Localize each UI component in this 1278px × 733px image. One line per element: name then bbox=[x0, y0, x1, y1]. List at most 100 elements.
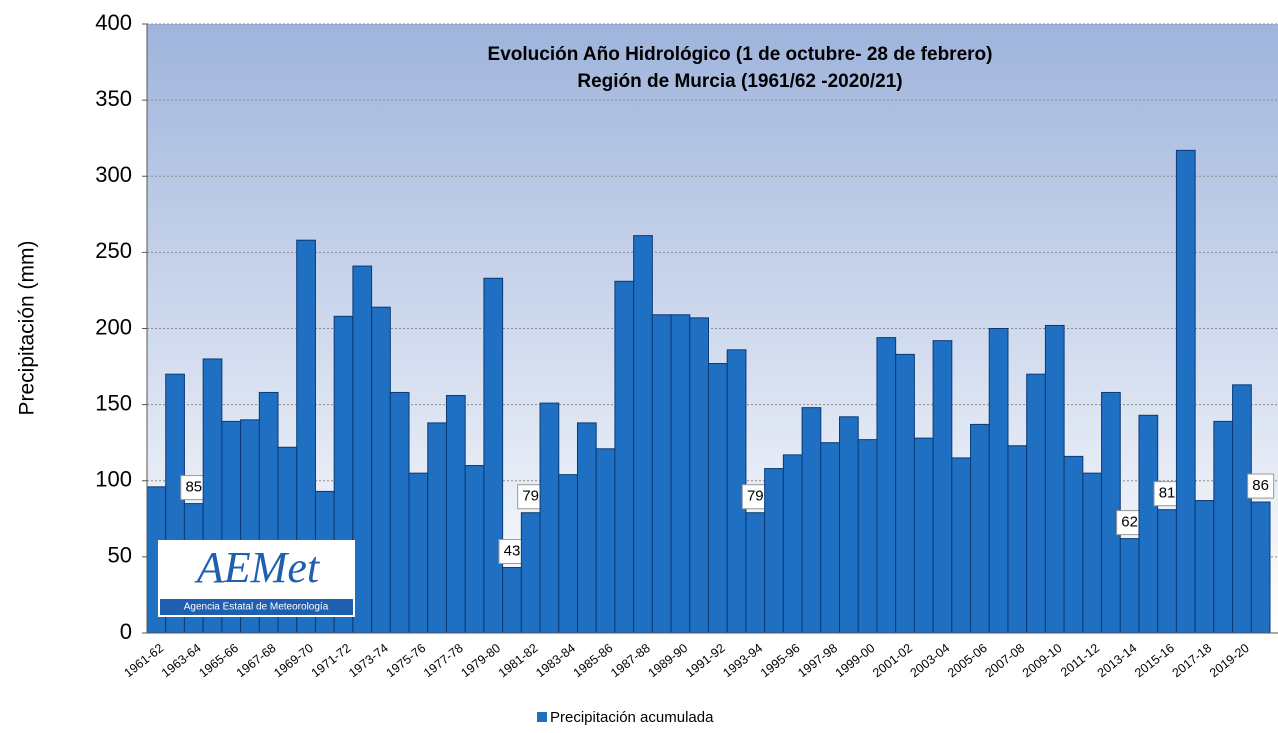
bar bbox=[782, 454, 803, 634]
value-label-box bbox=[741, 484, 769, 510]
y-tick-label: 400 bbox=[95, 10, 132, 35]
bar bbox=[670, 314, 691, 634]
bar bbox=[1007, 445, 1028, 634]
x-tick-label: 2013-14 bbox=[1095, 641, 1140, 680]
x-tick-label: 1979-80 bbox=[458, 641, 503, 680]
value-label: 86 bbox=[1252, 477, 1269, 494]
logo: AEMet Agencia Estatal de Meteorología bbox=[158, 540, 355, 617]
y-tick-label: 200 bbox=[95, 314, 132, 339]
bar bbox=[895, 353, 915, 634]
x-tick-label: 1989-90 bbox=[646, 641, 691, 680]
y-tick-label: 300 bbox=[95, 162, 132, 187]
x-tick-label: 2001-02 bbox=[870, 641, 915, 680]
bar bbox=[464, 465, 485, 634]
bar bbox=[970, 423, 990, 634]
bar bbox=[708, 363, 728, 634]
bar bbox=[539, 402, 560, 634]
x-tick-label: 1967-68 bbox=[234, 641, 279, 680]
x-tick-label: 1983-84 bbox=[533, 641, 578, 680]
bar bbox=[857, 439, 878, 634]
y-tick-label: 150 bbox=[95, 390, 132, 415]
x-tick-label: 2005-06 bbox=[945, 641, 990, 680]
x-tick-label: 2007-08 bbox=[982, 641, 1027, 680]
logo-text: AEMet bbox=[194, 543, 321, 592]
x-tick-label: 1987-88 bbox=[608, 641, 653, 680]
y-axis-label: Precipitación (mm) bbox=[16, 240, 39, 415]
y-tick-label: 0 bbox=[120, 619, 132, 644]
bar bbox=[614, 280, 635, 634]
bar bbox=[764, 468, 784, 634]
x-tick-label: 2017-18 bbox=[1170, 641, 1215, 680]
bar bbox=[820, 442, 841, 634]
y-tick-label: 250 bbox=[95, 238, 132, 263]
bar bbox=[1157, 509, 1177, 634]
bar bbox=[558, 474, 578, 634]
bar bbox=[1250, 501, 1271, 634]
bar bbox=[1119, 538, 1140, 634]
x-tick-label: 1981-82 bbox=[496, 641, 541, 680]
bar bbox=[502, 567, 522, 634]
bar bbox=[408, 472, 429, 634]
x-tick-label: 1999-00 bbox=[833, 641, 878, 680]
value-label: 43 bbox=[504, 543, 521, 560]
bar bbox=[913, 437, 934, 634]
bar bbox=[1138, 414, 1159, 634]
chart-title: Evolución Año Hidrológico (1 de octubre-… bbox=[488, 44, 993, 65]
bar bbox=[1194, 500, 1215, 634]
x-tick-label: 2009-10 bbox=[1020, 641, 1065, 680]
x-tick-label: 1969-70 bbox=[271, 641, 316, 680]
bar bbox=[371, 306, 391, 634]
bar bbox=[932, 340, 953, 634]
bar bbox=[520, 512, 541, 634]
x-tick-label: 1965-66 bbox=[196, 641, 241, 680]
value-label: 79 bbox=[522, 488, 539, 505]
x-tick-label: 2019-20 bbox=[1207, 641, 1252, 680]
bar bbox=[745, 512, 766, 634]
legend: Precipitación acumulada bbox=[537, 709, 714, 726]
x-tick-label: 1975-76 bbox=[383, 641, 428, 680]
bar bbox=[689, 317, 709, 634]
value-label-box bbox=[180, 475, 208, 501]
x-tick-label: 1963-64 bbox=[159, 641, 204, 680]
x-tick-label: 1985-86 bbox=[571, 641, 616, 680]
x-tick-label: 1997-98 bbox=[795, 641, 840, 680]
x-tick-label: 1993-94 bbox=[720, 641, 765, 680]
x-tick-label: 1973-74 bbox=[346, 641, 391, 680]
x-tick-label: 1995-96 bbox=[758, 641, 803, 680]
bar bbox=[1063, 455, 1084, 634]
x-tick-label: 1971-72 bbox=[309, 641, 354, 680]
bar bbox=[839, 416, 859, 634]
bar bbox=[651, 314, 672, 634]
bar bbox=[1232, 384, 1252, 634]
bar bbox=[389, 391, 410, 634]
bar bbox=[633, 235, 653, 634]
x-tick-label: 1977-78 bbox=[421, 641, 466, 680]
x-tick-label: 2011-12 bbox=[1058, 641, 1102, 680]
legend-swatch bbox=[537, 712, 547, 722]
y-tick-label: 100 bbox=[95, 467, 132, 492]
x-tick-label: 1991-92 bbox=[683, 641, 728, 680]
bar bbox=[1213, 420, 1234, 634]
bar bbox=[427, 422, 447, 634]
bar bbox=[352, 265, 373, 634]
logo-band bbox=[160, 599, 353, 615]
value-label: 85 bbox=[185, 479, 202, 496]
bar bbox=[1044, 324, 1065, 634]
legend-label: Precipitación acumulada bbox=[550, 709, 714, 726]
chart-subtitle: Región de Murcia (1961/62 -2020/21) bbox=[577, 71, 902, 92]
x-tick-label: 2015-16 bbox=[1132, 641, 1177, 680]
value-label: 62 bbox=[1121, 514, 1138, 531]
value-label: 79 bbox=[747, 488, 764, 505]
value-label: 81 bbox=[1159, 485, 1176, 502]
bar bbox=[576, 422, 597, 634]
bar bbox=[1175, 149, 1196, 634]
logo-subtitle: Agencia Estatal de Meteorología bbox=[184, 602, 329, 613]
y-tick-label: 350 bbox=[95, 86, 132, 111]
x-tick-label: 1961-62 bbox=[121, 641, 166, 680]
bar bbox=[595, 448, 616, 634]
bar bbox=[951, 457, 972, 634]
y-tick-label: 50 bbox=[108, 543, 132, 568]
bar bbox=[1082, 472, 1103, 634]
bar bbox=[988, 328, 1009, 634]
